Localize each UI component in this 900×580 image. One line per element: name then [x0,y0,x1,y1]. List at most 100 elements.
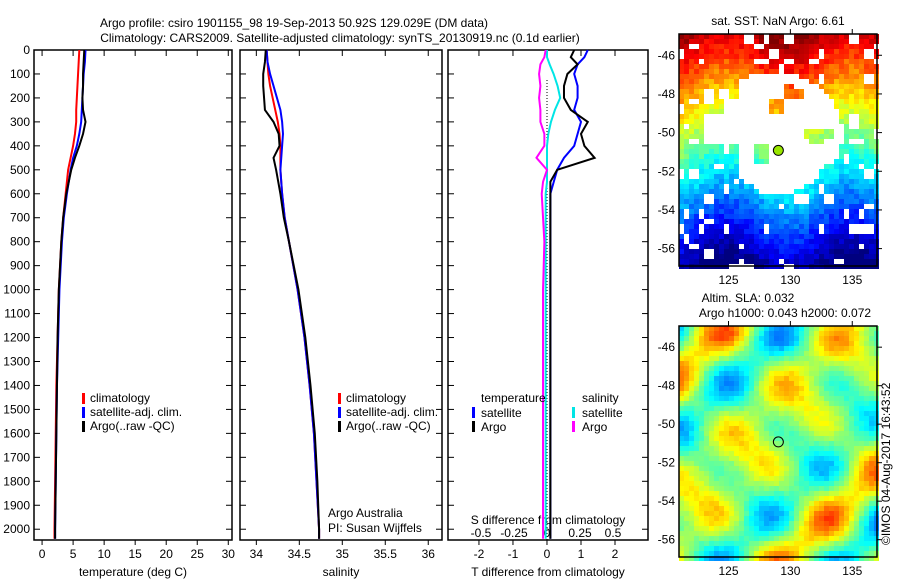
map-cell [684,114,689,119]
map-cell [809,416,814,421]
map-cell [679,511,684,516]
map-cell [819,371,824,376]
map-cell [799,44,804,49]
map-cell [689,64,694,69]
map-cell [859,74,864,79]
map-cell [869,421,874,426]
map-cell [784,386,789,391]
map-cell [839,219,844,224]
map-cell [749,341,754,346]
map-cell [819,556,824,561]
map-cell [844,501,849,506]
map-cell [769,356,774,361]
map-cell [839,556,844,561]
map-cell [799,441,804,446]
map-cell [694,366,699,371]
map-cell [779,486,784,491]
map-cell [854,546,859,551]
map-cell [689,446,694,451]
map-cell [684,204,689,209]
map-cell [689,491,694,496]
map-cell [849,179,854,184]
map-cell [689,396,694,401]
map-cell [759,346,764,351]
map-cell [834,209,839,214]
map-cell [849,506,854,511]
map-cell [709,411,714,416]
map-cell [834,461,839,466]
map-cell [824,556,829,561]
map-cell [824,401,829,406]
map-cell [729,471,734,476]
map-cell [714,441,719,446]
map-cell [764,214,769,219]
map-cell [679,219,684,224]
map-cell [789,416,794,421]
map-cell [764,526,769,531]
map-cell [814,556,819,561]
x-axis-label: T difference from climatology [471,565,625,579]
map-cell [839,89,844,94]
map-cell [724,376,729,381]
map-cell [779,341,784,346]
map-cell [729,69,734,74]
map-cell [729,396,734,401]
map-cell [844,336,849,341]
map-cell [859,114,864,119]
map-cell [779,239,784,244]
map-cell [809,391,814,396]
map-cell [859,59,864,64]
map-cell [864,481,869,486]
map-cell [794,526,799,531]
map-cell [754,446,759,451]
map-cell [814,346,819,351]
map-cell [744,54,749,59]
map-cell [744,436,749,441]
map-cell [699,491,704,496]
map-cell [779,199,784,204]
map-cell [869,391,874,396]
map-cell [684,451,689,456]
map-cell [769,204,774,209]
map-cell [794,476,799,481]
map-cell [859,376,864,381]
map-cell [719,109,724,114]
map-cell [714,254,719,259]
map-cell [839,456,844,461]
map-cell [689,326,694,331]
map-cell [819,361,824,366]
map-cell [819,521,824,526]
lon-tick-label: 135 [842,273,862,287]
map-cell [684,521,689,526]
map-cell [859,79,864,84]
map-cell [719,341,724,346]
map-cell [869,361,874,366]
map-cell [819,436,824,441]
map-cell [829,516,834,521]
map-cell [849,476,854,481]
map-cell [779,49,784,54]
map-cell [829,466,834,471]
map-cell [704,386,709,391]
map-cell [749,244,754,249]
map-cell [714,99,719,104]
map-cell [759,39,764,44]
map-cell [869,179,874,184]
map-cell [834,466,839,471]
map-cell [724,466,729,471]
map-cell [729,229,734,234]
map-cell [684,401,689,406]
map-cell [704,491,709,496]
map-cell [689,34,694,39]
map-cell [744,411,749,416]
map-cell [679,546,684,551]
map-cell [869,244,874,249]
map-cell [714,159,719,164]
map-cell [839,184,844,189]
map-cell [709,446,714,451]
map-cell [694,259,699,264]
map-cell [734,239,739,244]
map-cell [799,234,804,239]
map-cell [854,341,859,346]
map-cell [749,461,754,466]
